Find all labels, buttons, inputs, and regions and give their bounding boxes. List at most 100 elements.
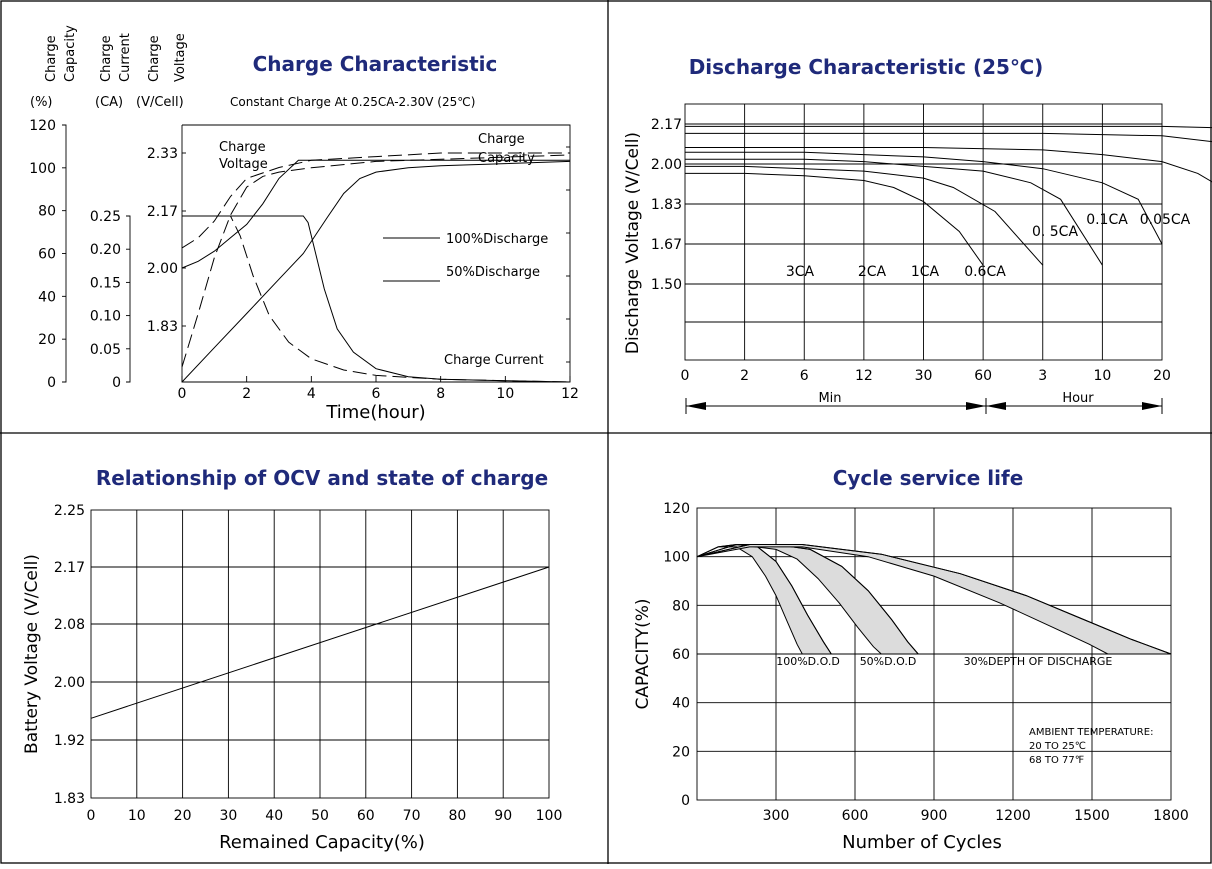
x-tick-label: 12 <box>855 368 873 384</box>
current-tick-label: 0.25 <box>90 209 121 225</box>
series-3ca-line <box>685 172 984 266</box>
voltage-tick-label: 1.83 <box>147 319 178 335</box>
gridlines <box>697 508 1171 800</box>
annotation-charge-voltage-line1: Charge <box>219 140 266 155</box>
min-range-label: Min <box>818 391 841 406</box>
chart-title: Relationship of OCV and state of charge <box>96 466 548 490</box>
y-tick-label: 2.17 <box>54 560 85 576</box>
y-tick-label: 1.83 <box>651 197 682 213</box>
hour-arrow-right <box>1142 402 1162 410</box>
x-tick-label: 30 <box>915 368 933 384</box>
x-tick-label: 0 <box>87 808 96 824</box>
current-tick-label: 0.05 <box>90 342 121 358</box>
time-tick-label: 0 <box>178 386 187 402</box>
axis-header-voltage-line1: Charge <box>147 35 162 82</box>
series-label: 3CA <box>786 264 815 280</box>
y-tick-label: 0 <box>681 793 690 809</box>
y-axis-title: Battery Voltage (V/Cell) <box>22 554 42 754</box>
axis-header-current-line1: Charge <box>99 35 114 82</box>
x-axis-title: Number of Cycles <box>842 832 1002 853</box>
x-tick-label: 60 <box>974 368 992 384</box>
voltage-tick-label: 2.33 <box>147 146 178 162</box>
axis-header-voltage-line2: Voltage <box>173 33 188 82</box>
ocv-soc-chart: Relationship of OCV and state of charge … <box>22 466 562 853</box>
y-axis-title: CAPACITY(%) <box>633 598 653 709</box>
axis-unit-voltage: (V/Cell) <box>136 95 184 110</box>
series-label: 0. 5CA <box>1032 224 1078 240</box>
series-label: 0.6CA <box>964 264 1006 280</box>
series-1ca-line <box>685 158 1103 266</box>
y-tick-label: 1.83 <box>54 791 85 807</box>
y-tick-label: 60 <box>672 647 690 663</box>
band-upper-30-depth-of-discharge <box>696 544 1172 655</box>
y-tick-label: 120 <box>663 501 690 517</box>
y-tick-label: 20 <box>672 744 690 760</box>
x-tick-label: 20 <box>174 808 192 824</box>
y-tick-label: 100 <box>663 550 690 566</box>
ambient-note-line1: AMBIENT TEMPERATURE: <box>1029 727 1153 738</box>
ambient-note: AMBIENT TEMPERATURE: 20 TO 25℃ 68 TO 77℉ <box>1029 727 1153 766</box>
legend-100-discharge: 100%Discharge <box>446 232 548 247</box>
axis-ticks: 1.50 1.67 1.83 2.00 2.17 0 2 6 12 30 60 3 10 20 <box>651 117 1171 384</box>
axis-ticks: 0 20 40 60 80 100 120 300 600 900 1200 1500 1800 <box>663 501 1189 824</box>
x-axis-title: Time(hour) <box>325 402 425 423</box>
x-tick-label: 300 <box>763 808 790 824</box>
x-tick-label: 90 <box>494 808 512 824</box>
time-tick-label: 6 <box>372 386 381 402</box>
y-tick-label: 1.92 <box>54 733 85 749</box>
axis-header-capacity-line2: Capacity <box>63 25 78 82</box>
y-tick-label: 2.17 <box>651 117 682 133</box>
ambient-note-line3: 68 TO 77℉ <box>1029 755 1084 766</box>
series-0-5ca-line <box>685 147 1212 183</box>
ambient-note-line2: 20 TO 25℃ <box>1029 741 1086 752</box>
voltage-tick-label: 2.17 <box>147 204 178 220</box>
capacity-tick-label: 100 <box>29 161 56 177</box>
annotation-charge-capacity-line1: Charge <box>478 132 525 147</box>
x-tick-label: 2 <box>740 368 749 384</box>
x-tick-label: 30 <box>219 808 237 824</box>
hour-arrow-left <box>986 402 1006 410</box>
capacity-tick-label: 80 <box>38 204 56 220</box>
x-tick-label: 3 <box>1038 368 1047 384</box>
annotation-charge-current: Charge Current <box>444 353 544 368</box>
x-tick-label: 10 <box>1093 368 1111 384</box>
chart-title: Discharge Characteristic (25℃) <box>689 55 1044 79</box>
axis-header-current-line2: Current <box>118 33 133 82</box>
charge-capacity-50-discharge-line <box>181 154 571 368</box>
y-axis-title: Discharge Voltage (V/Cell) <box>623 132 643 354</box>
axis-header-capacity-line1: Charge <box>44 35 59 82</box>
series-label: 2CA <box>858 264 887 280</box>
x-tick-label: 50 <box>311 808 329 824</box>
chart-series: 3CA 2CA 1CA 0.6CA 0. 5CA 0.1CA 0.05CA <box>685 125 1212 280</box>
series-0-6ca-line <box>685 151 1163 245</box>
x-tick-label: 10 <box>128 808 146 824</box>
current-tick-label: 0.10 <box>90 309 121 325</box>
time-scale-arrows: Min Hour <box>685 391 1163 414</box>
capacity-tick-label: 120 <box>29 118 56 134</box>
chart-series: 100%D.O.D 50%D.O.D 30%DEPTH OF DISCHARGE <box>696 543 1172 668</box>
chart-title: Charge Characteristic <box>253 52 498 76</box>
capacity-tick-label: 60 <box>38 247 56 263</box>
axis-ticks: 02040608010012000.050.100.150.200.251.83… <box>29 118 579 402</box>
chart-series <box>90 566 550 719</box>
plot-edge-ticks <box>566 146 570 363</box>
current-tick-label: 0.20 <box>90 242 121 258</box>
y-tick-label: 2.00 <box>54 675 85 691</box>
capacity-tick-label: 20 <box>38 332 56 348</box>
cycle-life-chart: Cycle service life 0 20 40 60 80 100 120 300 600… <box>633 466 1189 853</box>
series-label: 0.05CA <box>1140 212 1191 228</box>
y-tick-label: 2.08 <box>54 617 85 633</box>
y-tick-label: 80 <box>672 598 690 614</box>
voltage-tick-label: 2.00 <box>147 261 178 277</box>
series-label: 1CA <box>911 264 940 280</box>
x-tick-label: 6 <box>800 368 809 384</box>
time-tick-label: 2 <box>242 386 251 402</box>
x-axis-title: Remained Capacity(%) <box>219 832 425 853</box>
capacity-tick-label: 40 <box>38 289 56 305</box>
gridlines <box>91 510 549 798</box>
band-label-30-depth-of-discharge: 30%DEPTH OF DISCHARGE <box>964 655 1113 668</box>
time-tick-label: 4 <box>307 386 316 402</box>
charge-current-50-discharge-line <box>182 215 571 383</box>
charge-characteristic-chart: Charge Characteristic Constant Charge At… <box>29 25 579 423</box>
